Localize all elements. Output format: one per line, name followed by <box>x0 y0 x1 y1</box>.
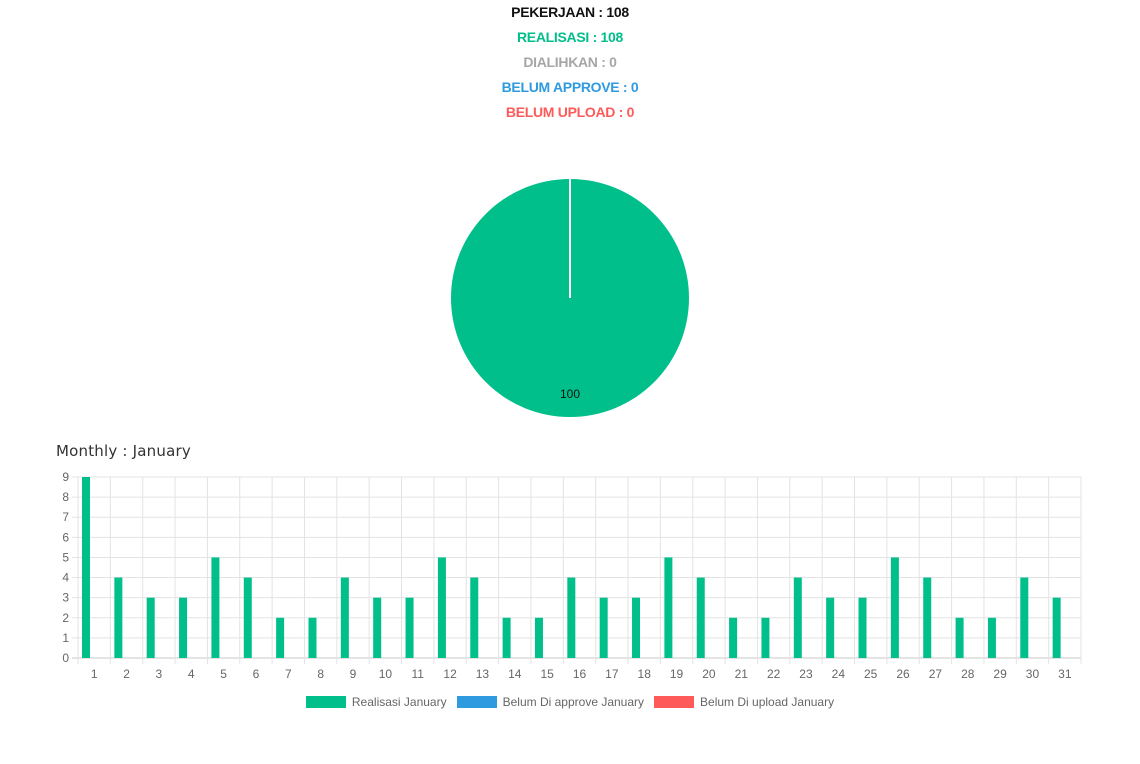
x-tick-label: 23 <box>799 667 813 681</box>
x-tick-label: 16 <box>573 667 587 681</box>
x-tick-label: 26 <box>896 667 910 681</box>
bar-realisasi <box>534 617 543 658</box>
y-tick-label: 7 <box>62 510 69 524</box>
legend-item[interactable]: Belum Di upload January <box>654 695 834 709</box>
x-tick-label: 19 <box>670 667 684 681</box>
bar-realisasi <box>761 617 770 658</box>
x-tick-label: 8 <box>317 667 324 681</box>
bar-realisasi <box>373 597 382 658</box>
y-tick-label: 6 <box>62 530 69 544</box>
x-tick-label: 5 <box>220 667 227 681</box>
x-tick-label: 27 <box>929 667 943 681</box>
x-tick-label: 10 <box>379 667 393 681</box>
bar-realisasi <box>664 557 673 658</box>
x-tick-label: 1 <box>91 667 98 681</box>
y-tick-label: 2 <box>62 611 69 625</box>
summary-panel: PEKERJAAN : 108 REALISASI : 108 DIALIHKA… <box>0 0 1140 125</box>
legend-label: Belum Di upload January <box>700 695 835 709</box>
bar-realisasi <box>567 577 576 658</box>
bar-realisasi <box>858 597 867 658</box>
y-tick-label: 9 <box>62 470 69 484</box>
bar-realisasi <box>987 617 996 658</box>
bar-realisasi <box>437 557 446 658</box>
x-tick-label: 3 <box>156 667 163 681</box>
bar-realisasi <box>308 617 317 658</box>
pie-chart: 100 <box>451 179 689 417</box>
bar-realisasi <box>955 617 964 658</box>
summary-dialihkan: DIALIHKAN : 0 <box>523 54 617 70</box>
summary-pekerjaan: PEKERJAAN : 108 <box>511 4 629 20</box>
bar-realisasi <box>470 577 479 658</box>
bar-legend: Realisasi January Belum Di approve Januar… <box>0 695 1140 709</box>
pie-data-label: 100 <box>560 387 580 401</box>
x-tick-label: 12 <box>443 667 457 681</box>
summary-belum-approve: BELUM APPROVE : 0 <box>501 79 639 95</box>
x-tick-label: 9 <box>350 667 357 681</box>
bar-realisasi <box>114 577 123 658</box>
bar-realisasi <box>890 557 899 658</box>
y-tick-label: 8 <box>62 490 69 504</box>
y-tick-label: 5 <box>62 550 69 564</box>
x-tick-label: 20 <box>702 667 716 681</box>
y-tick-label: 3 <box>62 591 69 605</box>
x-tick-label: 31 <box>1058 667 1072 681</box>
bar-realisasi <box>793 577 802 658</box>
bar-realisasi <box>599 597 608 658</box>
legend-item[interactable]: Belum Di approve January <box>456 695 645 709</box>
x-tick-label: 22 <box>767 667 781 681</box>
bar-realisasi <box>276 617 285 658</box>
legend-item[interactable]: Realisasi January <box>305 695 447 709</box>
x-tick-label: 21 <box>735 667 749 681</box>
bar-realisasi <box>146 597 155 658</box>
bar-realisasi <box>243 577 252 658</box>
x-tick-label: 4 <box>188 667 195 681</box>
x-tick-label: 2 <box>123 667 130 681</box>
legend-swatch <box>654 696 695 708</box>
bar-realisasi <box>502 617 511 658</box>
y-tick-label: 4 <box>62 571 69 585</box>
monthly-title: Monthly : January <box>56 442 191 460</box>
legend-label: Realisasi January <box>351 695 447 709</box>
bar-realisasi <box>923 577 932 658</box>
bar-realisasi <box>1052 597 1061 658</box>
bar-realisasi <box>696 577 705 658</box>
bar-realisasi <box>1020 577 1029 658</box>
y-tick-label: 0 <box>62 651 69 665</box>
x-tick-label: 14 <box>508 667 522 681</box>
x-tick-label: 18 <box>638 667 652 681</box>
bar-realisasi <box>405 597 414 658</box>
x-tick-label: 13 <box>476 667 490 681</box>
x-tick-label: 7 <box>285 667 292 681</box>
y-tick-label: 1 <box>62 631 69 645</box>
x-tick-label: 25 <box>864 667 878 681</box>
legend-swatch <box>456 696 497 708</box>
legend-swatch <box>305 696 346 708</box>
x-tick-label: 15 <box>540 667 554 681</box>
x-tick-label: 24 <box>832 667 846 681</box>
bar-realisasi <box>211 557 220 658</box>
bar-realisasi <box>632 597 641 658</box>
x-tick-label: 11 <box>411 667 424 681</box>
x-tick-label: 29 <box>993 667 1007 681</box>
bar-realisasi <box>179 597 188 658</box>
x-tick-label: 30 <box>1026 667 1040 681</box>
bar-realisasi <box>729 617 738 658</box>
x-tick-label: 28 <box>961 667 975 681</box>
x-tick-label: 6 <box>253 667 260 681</box>
summary-belum-upload: BELUM UPLOAD : 0 <box>505 104 635 120</box>
bar-realisasi <box>82 477 90 658</box>
summary-realisasi: REALISASI : 108 <box>517 29 623 45</box>
bar-realisasi <box>340 577 349 658</box>
x-tick-label: 17 <box>605 667 619 681</box>
legend-label: Belum Di approve January <box>502 695 645 709</box>
bar-realisasi <box>826 597 835 658</box>
